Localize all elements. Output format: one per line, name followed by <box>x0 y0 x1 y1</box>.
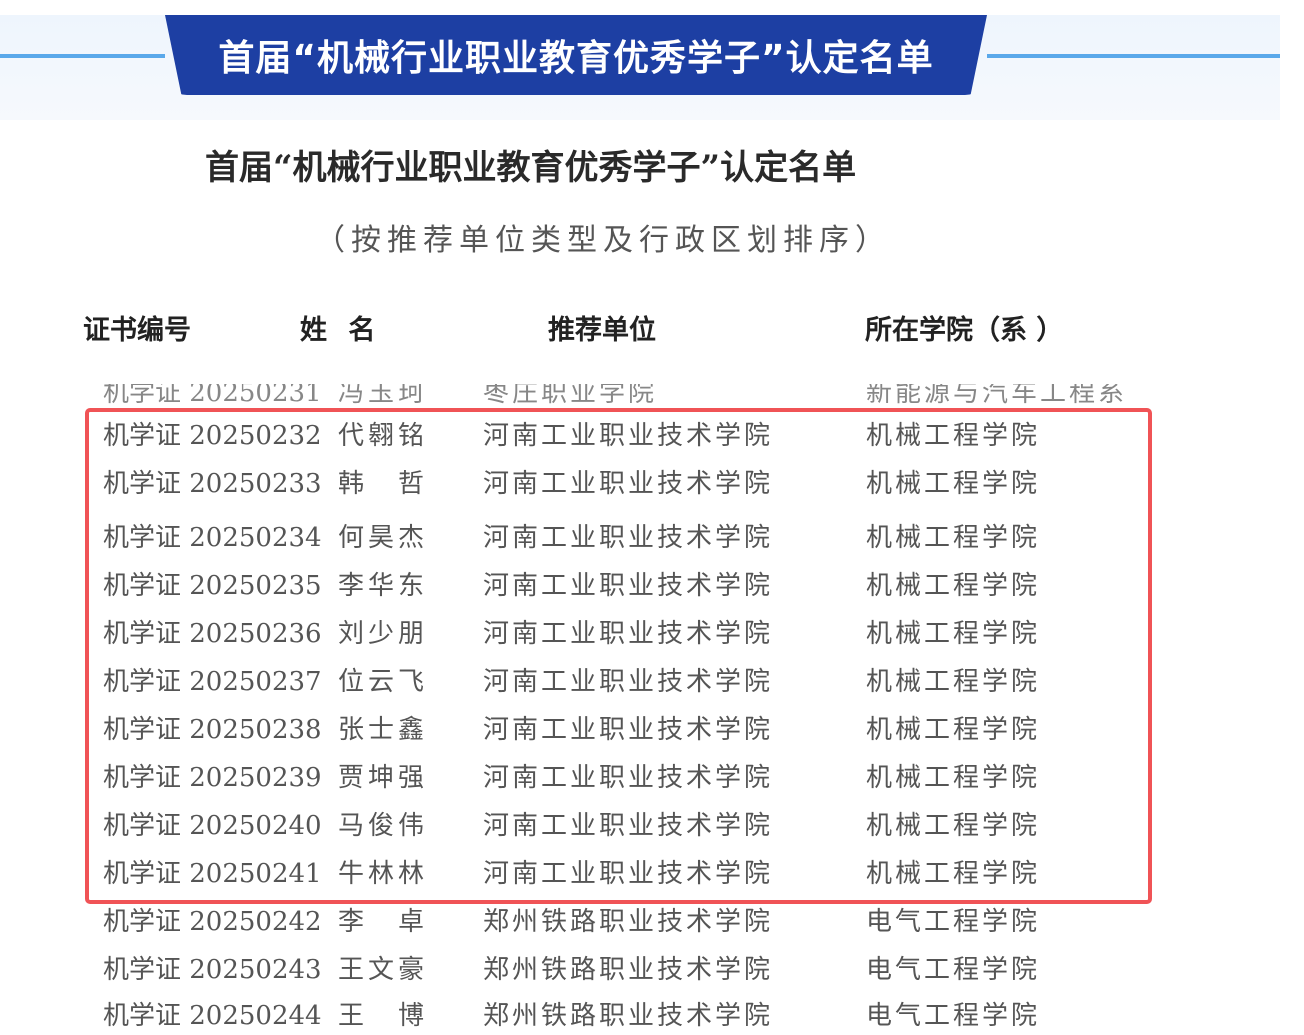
cell-cert-no: 机学证 20250234 <box>103 523 322 553</box>
header-name: 姓 名 <box>300 315 382 346</box>
cell-college: 机械工程学院 <box>866 811 1041 841</box>
table-row: 机学证 20250238 张士鑫 河南工业职业技术学院 机械工程学院 <box>0 709 1200 749</box>
cell-name: 冯玉珂 <box>338 378 429 408</box>
table-row: 机学证 20250234 何昊杰 河南工业职业技术学院 机械工程学院 <box>0 517 1200 557</box>
table-row: 机学证 20250244 王 博 郑州铁路职业技术学院 电气工程学院 <box>0 995 1200 1035</box>
banner-line-right <box>987 54 1280 58</box>
cell-cert-no: 机学证 20250237 <box>103 667 322 697</box>
cell-cert-no: 机学证 20250238 <box>103 715 322 745</box>
header-college: 所在学院（系 ） <box>865 315 1064 346</box>
cell-college: 新能源与汽车工程系 <box>866 378 1128 408</box>
table-row: 机学证 20250242 李 卓 郑州铁路职业技术学院 电气工程学院 <box>0 901 1200 941</box>
cell-cert-no: 机学证 20250235 <box>103 571 322 601</box>
cell-college: 机械工程学院 <box>866 619 1041 649</box>
highlight-box <box>85 408 1152 904</box>
cell-cert-no: 机学证 20250231 <box>103 378 322 408</box>
cell-unit: 郑州铁路职业技术学院 <box>483 907 774 937</box>
cell-college: 电气工程学院 <box>866 1001 1041 1031</box>
header-cert-no: 证书编号 <box>83 315 191 346</box>
cell-cert-no: 机学证 20250233 <box>103 469 322 499</box>
cell-unit: 河南工业职业技术学院 <box>483 763 774 793</box>
cell-cert-no: 机学证 20250239 <box>103 763 322 793</box>
cell-college: 机械工程学院 <box>866 859 1041 889</box>
cell-unit: 郑州铁路职业技术学院 <box>483 955 774 985</box>
document-title: 首届“机械行业职业教育优秀学子”认定名单 <box>205 148 857 188</box>
cell-unit: 枣庄职业学院 <box>483 378 658 408</box>
cell-cert-no: 机学证 20250244 <box>103 1001 322 1031</box>
cell-cert-no: 机学证 20250232 <box>103 421 322 451</box>
cell-college: 电气工程学院 <box>866 907 1041 937</box>
cell-college: 机械工程学院 <box>866 667 1041 697</box>
cell-name: 张士鑫 <box>338 715 429 745</box>
cell-cert-no: 机学证 20250242 <box>103 907 322 937</box>
cell-unit: 郑州铁路职业技术学院 <box>483 1001 774 1031</box>
cell-name: 何昊杰 <box>338 523 429 553</box>
table-row: 机学证 20250231 冯玉珂 枣庄职业学院 新能源与汽车工程系 <box>0 378 1200 412</box>
banner-line-left <box>0 54 165 58</box>
cell-cert-no: 机学证 20250241 <box>103 859 322 889</box>
table-row: 机学证 20250243 王文豪 郑州铁路职业技术学院 电气工程学院 <box>0 949 1200 989</box>
document-subtitle: （按推荐单位类型及行政区划排序） <box>315 223 891 258</box>
cell-name: 位云飞 <box>338 667 429 697</box>
cell-unit: 河南工业职业技术学院 <box>483 469 774 499</box>
cell-name: 牛林林 <box>338 859 429 889</box>
cell-name: 代翱铭 <box>338 421 429 451</box>
cell-name: 马俊伟 <box>338 811 429 841</box>
table-row: 机学证 20250233 韩 哲 河南工业职业技术学院 机械工程学院 <box>0 463 1200 503</box>
cell-college: 机械工程学院 <box>866 523 1041 553</box>
cell-college: 机械工程学院 <box>866 421 1041 451</box>
table-row: 机学证 20250232 代翱铭 河南工业职业技术学院 机械工程学院 <box>0 415 1200 455</box>
cell-name: 贾坤强 <box>338 763 429 793</box>
header-unit: 推荐单位 <box>548 315 656 346</box>
cell-college: 机械工程学院 <box>866 763 1041 793</box>
cell-name: 王 博 <box>338 1001 429 1031</box>
cell-cert-no: 机学证 20250236 <box>103 619 322 649</box>
table-row: 机学证 20250241 牛林林 河南工业职业技术学院 机械工程学院 <box>0 853 1200 893</box>
cell-college: 机械工程学院 <box>866 715 1041 745</box>
cell-name: 李华东 <box>338 571 429 601</box>
cell-unit: 河南工业职业技术学院 <box>483 523 774 553</box>
cell-unit: 河南工业职业技术学院 <box>483 619 774 649</box>
table-row: 机学证 20250236 刘少朋 河南工业职业技术学院 机械工程学院 <box>0 613 1200 653</box>
cell-cert-no: 机学证 20250243 <box>103 955 322 985</box>
cell-college: 机械工程学院 <box>866 571 1041 601</box>
cell-name: 王文豪 <box>338 955 429 985</box>
table-row: 机学证 20250235 李华东 河南工业职业技术学院 机械工程学院 <box>0 565 1200 605</box>
cell-unit: 河南工业职业技术学院 <box>483 571 774 601</box>
cell-unit: 河南工业职业技术学院 <box>483 859 774 889</box>
cell-unit: 河南工业职业技术学院 <box>483 421 774 451</box>
cell-unit: 河南工业职业技术学院 <box>483 667 774 697</box>
table-row: 机学证 20250237 位云飞 河南工业职业技术学院 机械工程学院 <box>0 661 1200 701</box>
cell-name: 刘少朋 <box>338 619 429 649</box>
cell-unit: 河南工业职业技术学院 <box>483 811 774 841</box>
table-row: 机学证 20250239 贾坤强 河南工业职业技术学院 机械工程学院 <box>0 757 1200 797</box>
cell-college: 机械工程学院 <box>866 469 1041 499</box>
cell-cert-no: 机学证 20250240 <box>103 811 322 841</box>
cell-name: 韩 哲 <box>338 469 429 499</box>
cell-unit: 河南工业职业技术学院 <box>483 715 774 745</box>
cell-college: 电气工程学院 <box>866 955 1041 985</box>
cell-name: 李 卓 <box>338 907 429 937</box>
table-row: 机学证 20250240 马俊伟 河南工业职业技术学院 机械工程学院 <box>0 805 1200 845</box>
banner-title: 首届“机械行业职业教育优秀学子”认定名单 <box>165 15 987 95</box>
